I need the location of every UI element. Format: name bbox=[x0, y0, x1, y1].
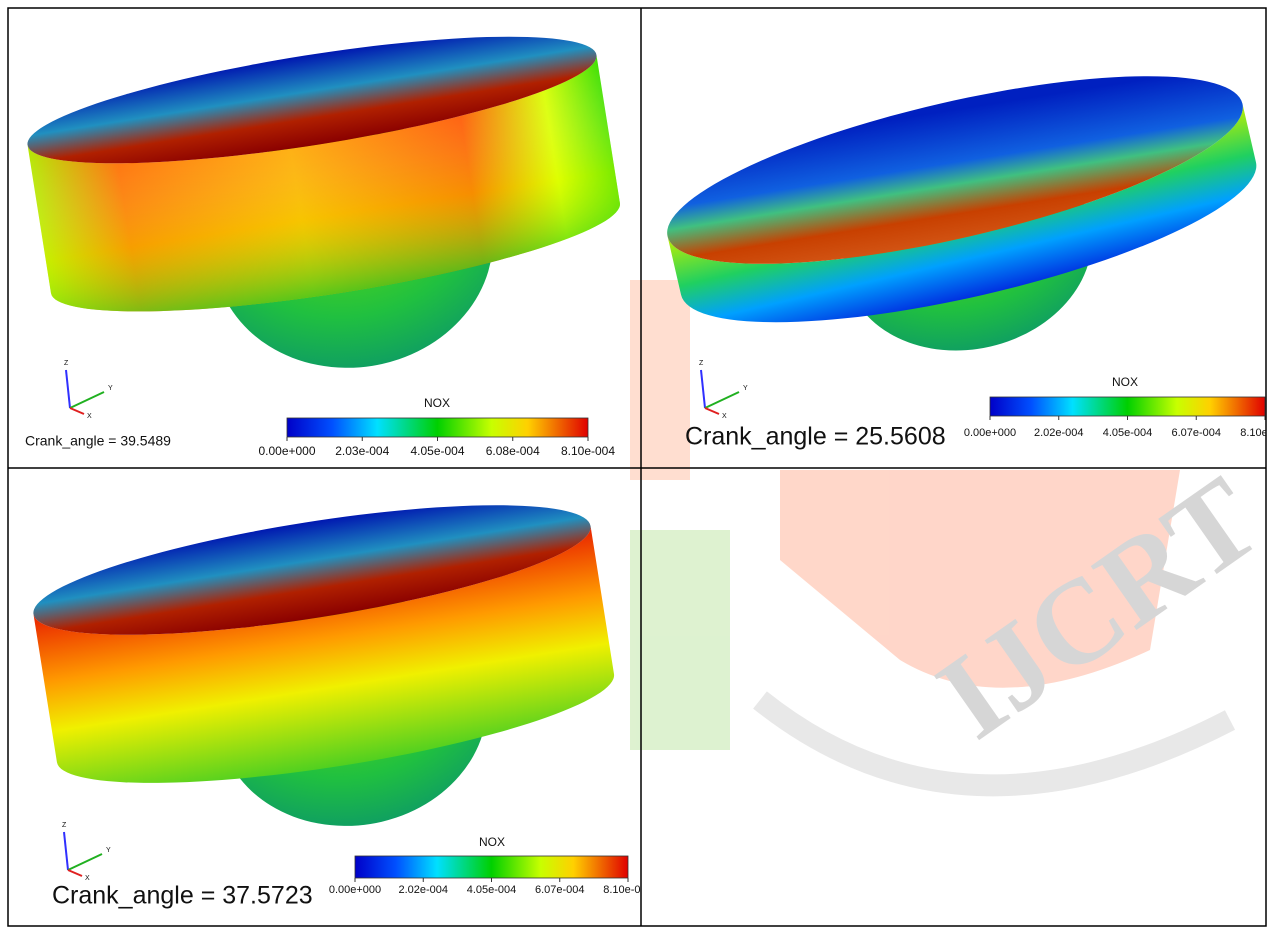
caption: Crank_angle = 37.5723 bbox=[52, 882, 313, 910]
caption: Crank_angle = 39.5489 bbox=[25, 433, 171, 449]
axis-y bbox=[705, 392, 739, 408]
colorbar-tick-label: 2.02e-004 bbox=[398, 884, 448, 896]
axis-label: X bbox=[722, 413, 727, 420]
colorbar-tick-label: 0.00e+000 bbox=[964, 427, 1016, 439]
colorbar-tick-label: 2.03e-004 bbox=[335, 444, 389, 458]
colorbar-tick-label: 8.10e-004 bbox=[1240, 427, 1267, 439]
colorbar-tick-label: 2.02e-004 bbox=[1034, 427, 1084, 439]
axis-label: Z bbox=[62, 822, 67, 829]
axis-x bbox=[68, 870, 82, 876]
colorbar-tick-label: 4.05e-004 bbox=[467, 884, 517, 896]
render-3 bbox=[26, 478, 631, 870]
render-1 bbox=[21, 11, 639, 414]
colorbar bbox=[990, 397, 1265, 416]
axis-z bbox=[701, 370, 705, 408]
colorbar-tick-label: 4.05e-004 bbox=[1103, 427, 1153, 439]
panel-annotations: Z Y X NOX 0.00e+000 2.02e-004 4.05e-004 6.07e-0… bbox=[685, 360, 1267, 451]
colorbar-tick-label: 6.07e-004 bbox=[535, 884, 585, 896]
render-2 bbox=[652, 37, 1267, 411]
axis-label: Z bbox=[64, 360, 69, 367]
colorbar-tick-label: 6.08e-004 bbox=[486, 444, 540, 458]
colorbar bbox=[287, 418, 588, 437]
colorbar-tick-label: 8.10e-004 bbox=[561, 444, 615, 458]
axis-label: X bbox=[87, 413, 92, 420]
colorbar bbox=[355, 856, 628, 878]
axis-label: Y bbox=[743, 385, 748, 392]
caption: Crank_angle = 25.5608 bbox=[685, 423, 946, 451]
colorbar-tick-label: 4.05e-004 bbox=[410, 444, 464, 458]
axis-z bbox=[66, 370, 70, 408]
colorbar-title: NOX bbox=[424, 396, 450, 410]
axis-x bbox=[70, 408, 84, 414]
axis-x bbox=[705, 408, 719, 414]
colorbar-tick-label: 8.10e-004 bbox=[603, 884, 653, 896]
colorbar-tick-label: 0.00e+000 bbox=[329, 884, 381, 896]
watermark: IJCRT bbox=[630, 280, 1267, 785]
axis-label: Y bbox=[108, 385, 113, 392]
axis-y bbox=[68, 854, 102, 870]
axis-label: Z bbox=[699, 360, 704, 367]
colorbar-title: NOX bbox=[479, 835, 505, 849]
axis-y bbox=[70, 392, 104, 408]
figure: IJCRT Z Y X NOX 0.00e+000 2.03e-004 4.05e-004 6… bbox=[0, 0, 1267, 927]
colorbar-tick-label: 6.07e-004 bbox=[1171, 427, 1221, 439]
panel-annotations: Z Y X NOX 0.00e+000 2.03e-004 4.05e-004 6.08e-0… bbox=[25, 360, 615, 458]
colorbar-title: NOX bbox=[1112, 375, 1138, 389]
axis-label: Y bbox=[106, 847, 111, 854]
axis-z bbox=[64, 832, 68, 870]
colorbar-tick-label: 0.00e+000 bbox=[258, 444, 315, 458]
